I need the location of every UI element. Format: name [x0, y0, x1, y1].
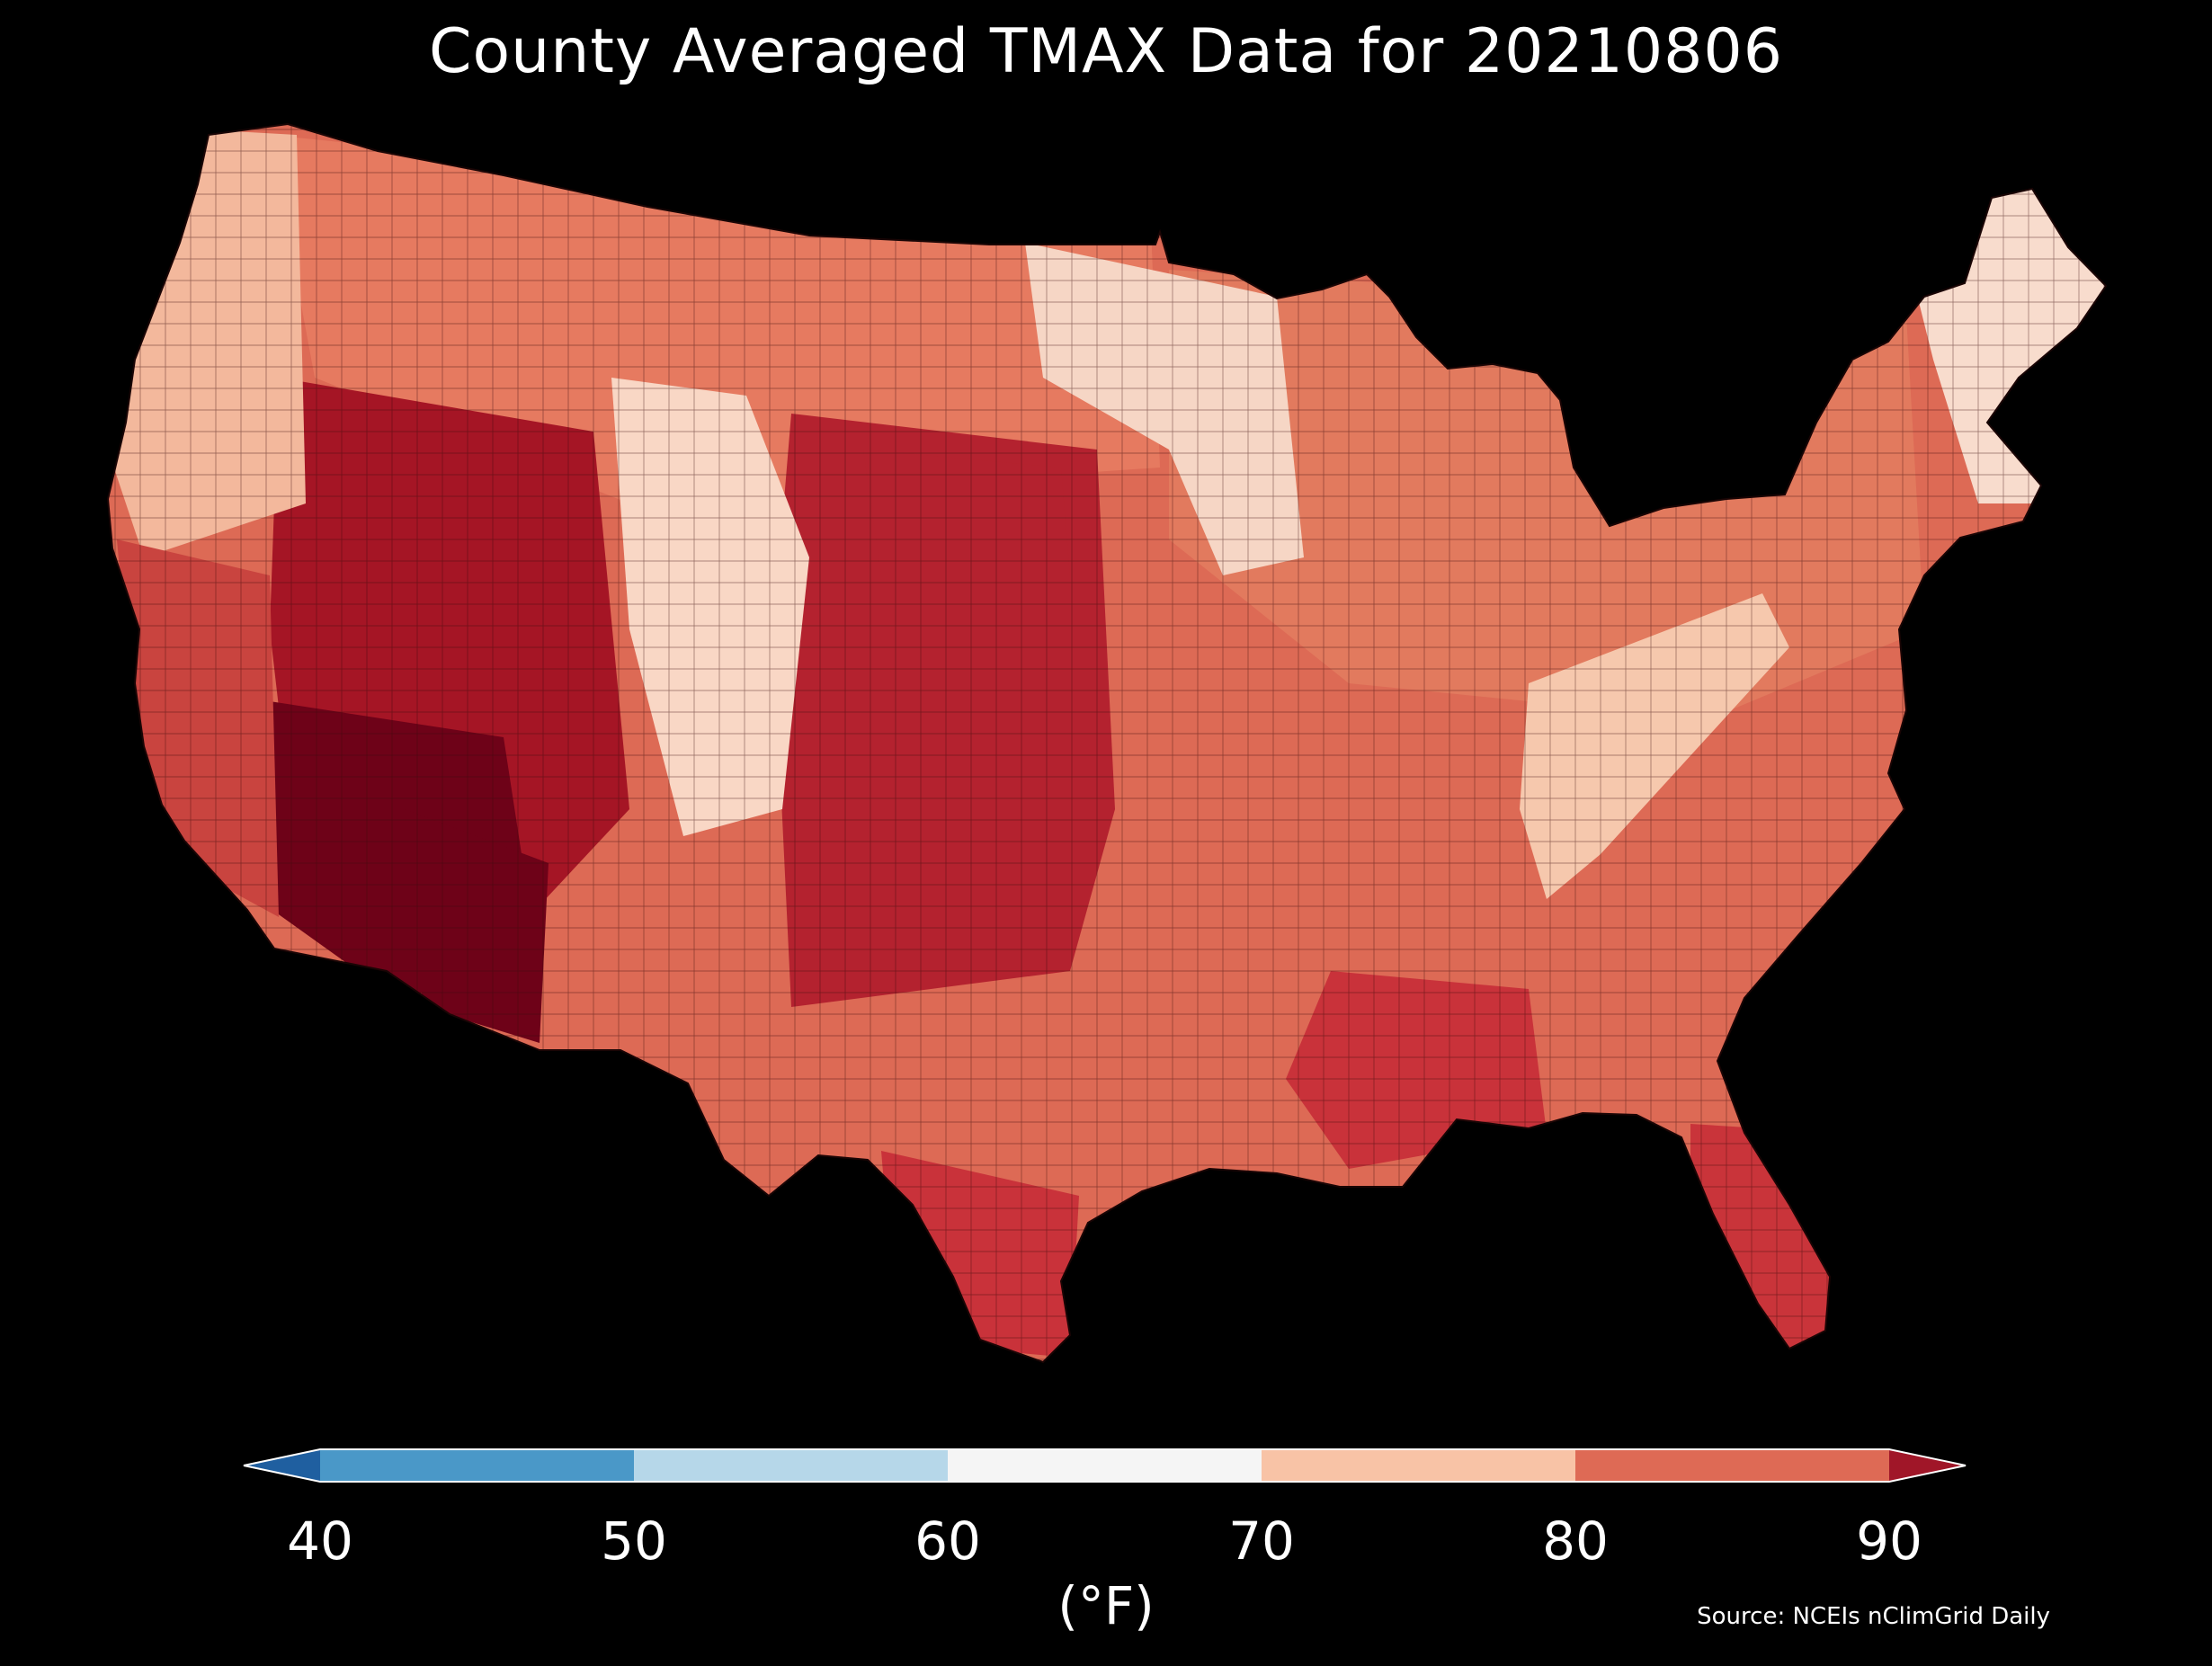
colorbar-tick-label: 40 [287, 1510, 353, 1572]
county-boundary-lines [108, 124, 2106, 1362]
region-fill-colorado-plateau-high [611, 378, 809, 836]
colorbar-tick-label: 80 [1542, 1510, 1609, 1572]
colorbar-bin [948, 1449, 1262, 1482]
colorbar [243, 1448, 1967, 1483]
region-fill-upper-midwest [1025, 243, 1304, 575]
colorbar-bin [1262, 1449, 1575, 1482]
county-boundaries [108, 124, 2106, 1362]
colorbar-bin [320, 1449, 634, 1482]
colorbar-extend-high [1889, 1449, 1966, 1482]
county-fill-layer [108, 124, 2106, 1362]
region-fill-southwest-desert [405, 809, 549, 1043]
colorbar-tick-label: 90 [1856, 1510, 1922, 1572]
region-fill-gulf-coast [1286, 971, 1547, 1169]
colorbar-tick-label: 70 [1228, 1510, 1295, 1572]
colorbar-unit-label: (°F) [1057, 1575, 1155, 1636]
map-title: County Averaged TMAX Data for 20210806 [429, 16, 1783, 87]
region-fill-california-coast [117, 539, 279, 917]
region-fill-gulf-coast [881, 1151, 1079, 1358]
region-fill-florida [1690, 1124, 1834, 1349]
region-fill-great-plains [863, 450, 1070, 575]
source-note: Source: NCEIs nClimGrid Daily [1697, 1603, 2050, 1630]
colorbar-extend-low [244, 1449, 320, 1482]
colorbar-tick-label: 50 [601, 1510, 667, 1572]
region-fill-pacific-northwest [108, 126, 306, 557]
colorbar-outline [243, 1448, 1967, 1483]
colorbar-bin [634, 1449, 948, 1482]
colorbar-bin [1575, 1449, 1889, 1482]
region-fill-appalachians [1520, 593, 1789, 899]
colorbar-tick-label: 60 [914, 1510, 981, 1572]
